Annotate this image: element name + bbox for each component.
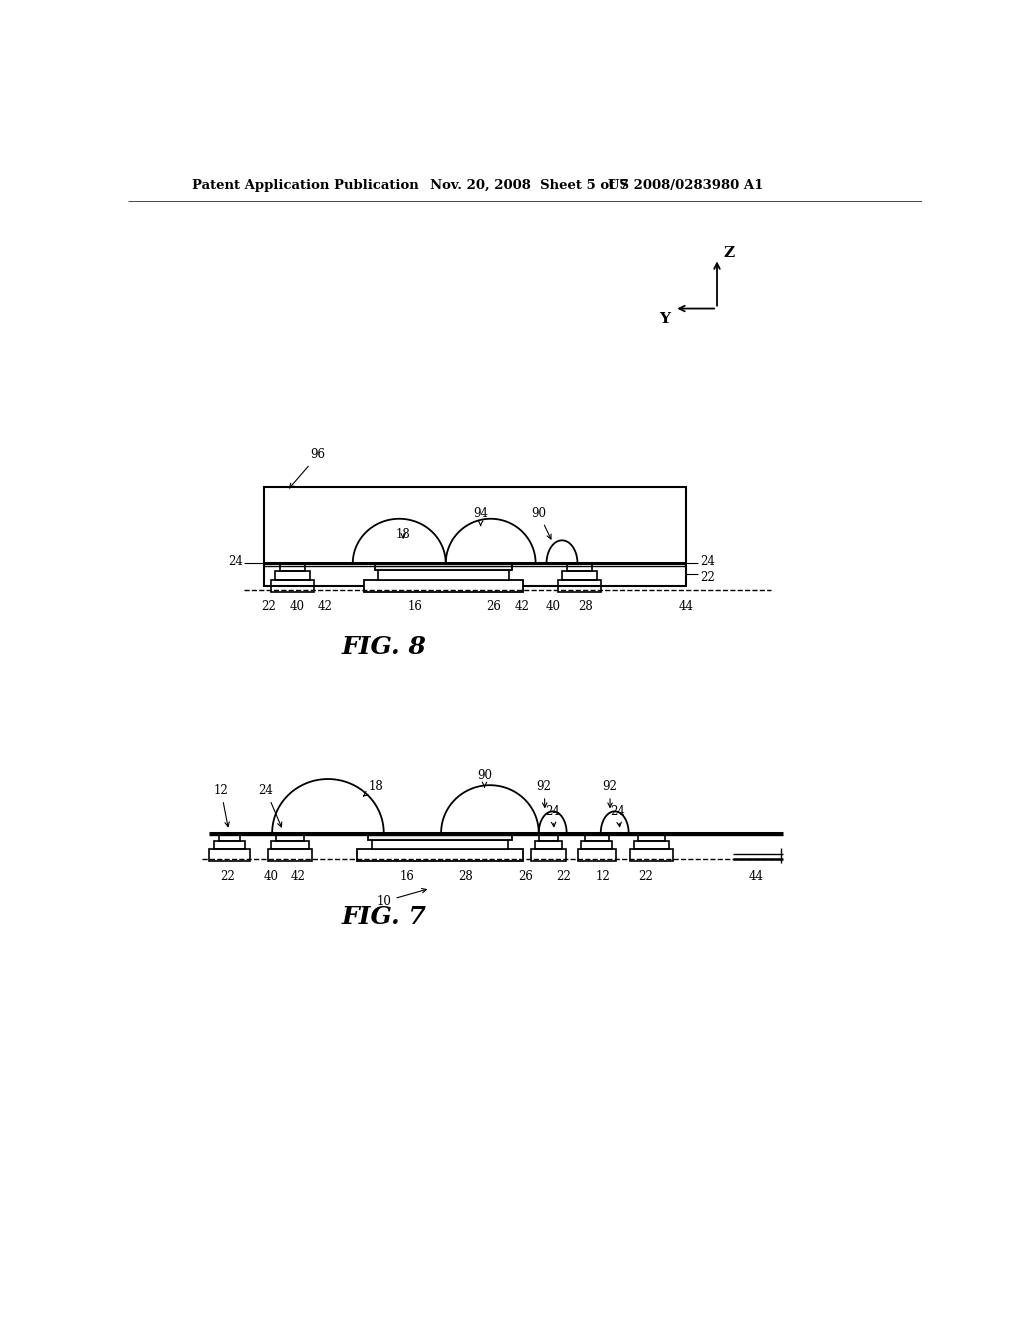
Bar — [219, 834, 241, 841]
Bar — [558, 579, 601, 591]
Text: 12: 12 — [596, 870, 610, 883]
Bar — [531, 849, 566, 862]
Bar — [271, 841, 308, 849]
Text: Z: Z — [723, 246, 734, 260]
Text: 92: 92 — [537, 780, 552, 808]
Text: US 2008/0283980 A1: US 2008/0283980 A1 — [608, 178, 764, 191]
Text: 42: 42 — [317, 601, 332, 612]
Text: FIG. 8: FIG. 8 — [341, 635, 426, 660]
Text: 24: 24 — [545, 805, 560, 826]
Text: 40: 40 — [264, 870, 279, 883]
Bar — [582, 841, 612, 849]
Bar — [267, 849, 312, 862]
Text: 26: 26 — [518, 870, 534, 883]
Text: 40: 40 — [545, 601, 560, 612]
Text: 18: 18 — [364, 780, 383, 796]
Text: 16: 16 — [399, 870, 415, 883]
Text: Nov. 20, 2008  Sheet 5 of 7: Nov. 20, 2008 Sheet 5 of 7 — [430, 178, 629, 191]
Bar — [275, 572, 310, 579]
Text: 40: 40 — [290, 601, 304, 612]
Text: 24: 24 — [610, 805, 626, 826]
Text: 90: 90 — [477, 768, 492, 787]
Text: FIG. 7: FIG. 7 — [341, 904, 426, 929]
Bar — [209, 849, 250, 862]
Text: 26: 26 — [486, 601, 501, 612]
Text: 42: 42 — [514, 601, 529, 612]
Text: 94: 94 — [473, 507, 488, 525]
Text: Y: Y — [658, 313, 670, 326]
Bar — [630, 849, 673, 862]
Bar — [271, 579, 314, 591]
Bar — [578, 849, 616, 862]
Bar — [372, 840, 508, 849]
Bar — [214, 841, 245, 849]
Text: 10: 10 — [377, 888, 426, 908]
Bar — [586, 834, 608, 841]
Bar — [356, 849, 523, 862]
Text: 24: 24 — [258, 784, 282, 826]
Text: 92: 92 — [602, 780, 617, 808]
Bar — [562, 572, 597, 579]
Text: 42: 42 — [291, 870, 306, 883]
Bar — [375, 564, 512, 570]
Text: 24: 24 — [227, 556, 243, 569]
Bar — [566, 564, 592, 572]
Bar — [634, 841, 669, 849]
Bar — [280, 564, 305, 572]
Bar — [263, 487, 686, 586]
Bar — [276, 834, 304, 841]
Text: 22: 22 — [262, 601, 276, 612]
Text: 22: 22 — [700, 570, 715, 583]
Text: 44: 44 — [679, 601, 693, 612]
Text: 22: 22 — [220, 870, 234, 883]
Bar — [535, 841, 562, 849]
Text: 28: 28 — [578, 601, 593, 612]
Text: Patent Application Publication: Patent Application Publication — [193, 178, 419, 191]
Text: 28: 28 — [458, 870, 472, 883]
Text: 12: 12 — [214, 784, 229, 826]
Text: 22: 22 — [638, 870, 653, 883]
Text: 16: 16 — [408, 601, 422, 612]
Bar — [638, 834, 665, 841]
Text: 22: 22 — [556, 870, 571, 883]
Bar — [378, 570, 509, 579]
Bar — [539, 834, 558, 841]
Text: 90: 90 — [531, 507, 551, 539]
Text: 18: 18 — [395, 528, 411, 541]
Text: 96: 96 — [290, 449, 326, 488]
Bar — [365, 579, 523, 591]
Text: 44: 44 — [749, 870, 763, 883]
Bar — [369, 833, 512, 840]
Text: 24: 24 — [700, 556, 715, 569]
